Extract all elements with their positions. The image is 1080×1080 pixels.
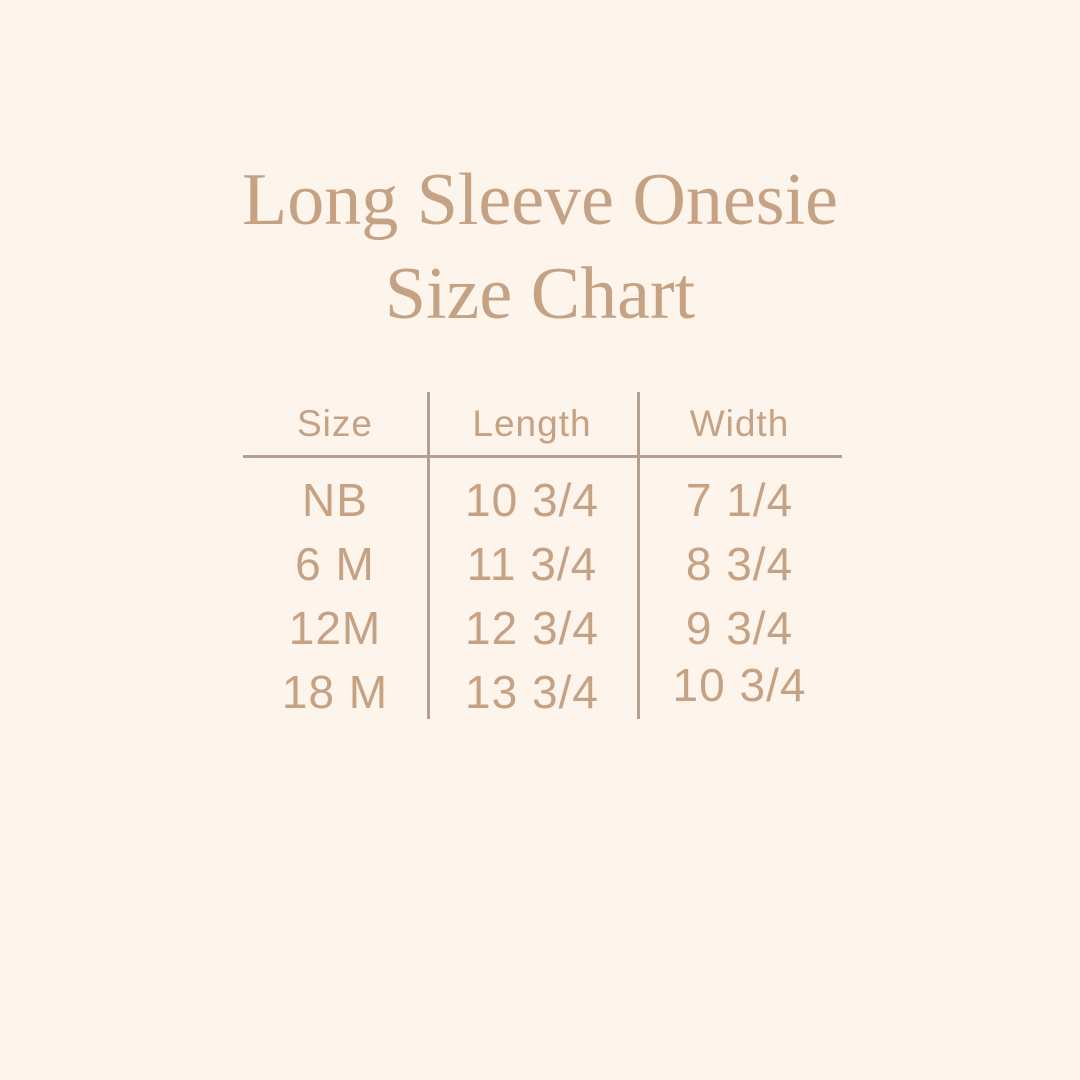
row-nb-size: NB: [302, 474, 368, 526]
row-nb-width: 7 1/4: [685, 474, 794, 526]
row-12m-size: 12M: [288, 602, 382, 654]
column-header-size: Size: [297, 402, 373, 444]
size-table-grid: Size Length Width NB 10 3/4 7 1/4 6 M 11…: [243, 392, 842, 724]
title-line-1: Long Sleeve Onesie: [242, 159, 838, 241]
size-table: Size Length Width NB 10 3/4 7 1/4 6 M 11…: [243, 392, 842, 726]
row-18m-length: 13 3/4: [465, 666, 599, 718]
row-nb-length: 10 3/4: [465, 474, 599, 526]
row-12m-length: 12 3/4: [465, 602, 599, 654]
column-divider-2: [637, 392, 640, 719]
row-18m-width: 10 3/4: [672, 659, 807, 711]
page-title: Long Sleeve Onesie Size Chart: [0, 153, 1080, 341]
row-6m-width: 8 3/4: [685, 538, 794, 590]
row-6m-size: 6 M: [295, 538, 375, 590]
title-line-2: Size Chart: [384, 253, 696, 335]
column-divider-1: [427, 392, 430, 719]
column-header-width: Width: [689, 402, 790, 444]
row-12m-width: 9 3/4: [685, 602, 794, 654]
row-18m-size: 18 M: [281, 666, 389, 718]
column-header-length: Length: [472, 402, 592, 444]
row-6m-length: 11 3/4: [466, 538, 598, 590]
header-divider-line: [243, 455, 842, 458]
